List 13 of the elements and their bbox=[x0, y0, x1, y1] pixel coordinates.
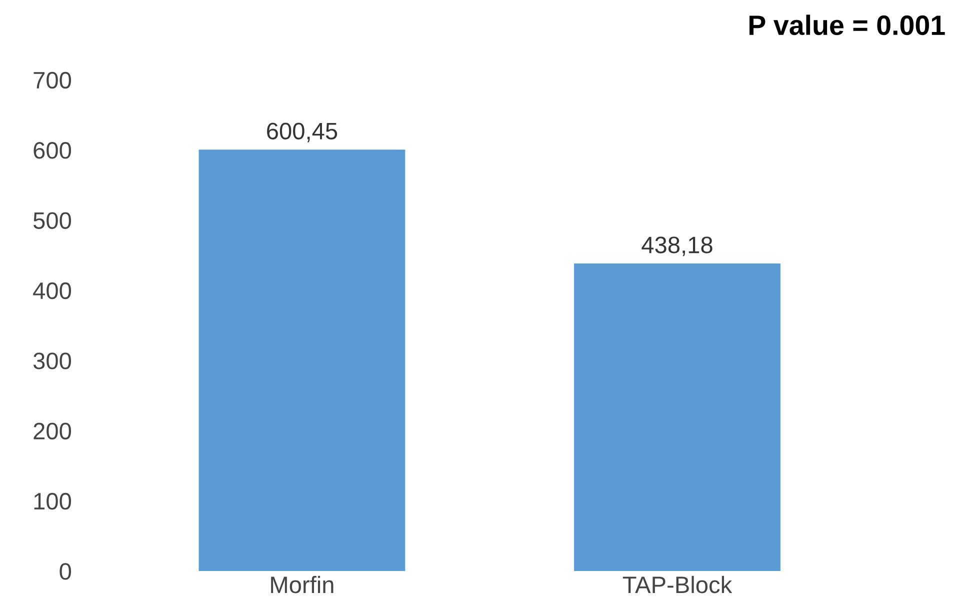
y-tick-label: 500 bbox=[33, 212, 72, 229]
y-tick-label: 300 bbox=[33, 352, 72, 370]
data-label: 600,45 bbox=[267, 122, 338, 142]
text: P value = 0.001 bbox=[750, 14, 945, 36]
y-tick-label: 400 bbox=[33, 282, 72, 300]
y-tick-label: 0 bbox=[60, 563, 72, 580]
y-tick-label: 700 bbox=[34, 72, 72, 89]
data-label: 438,18 bbox=[642, 236, 712, 256]
x-tick-label: TAP-Block bbox=[622, 576, 732, 594]
y-tick-label: 200 bbox=[34, 422, 72, 440]
y-tick-label: 100 bbox=[34, 492, 72, 510]
y-tick-label: 600 bbox=[34, 142, 72, 159]
x-tick-label: Morfin bbox=[271, 576, 334, 594]
